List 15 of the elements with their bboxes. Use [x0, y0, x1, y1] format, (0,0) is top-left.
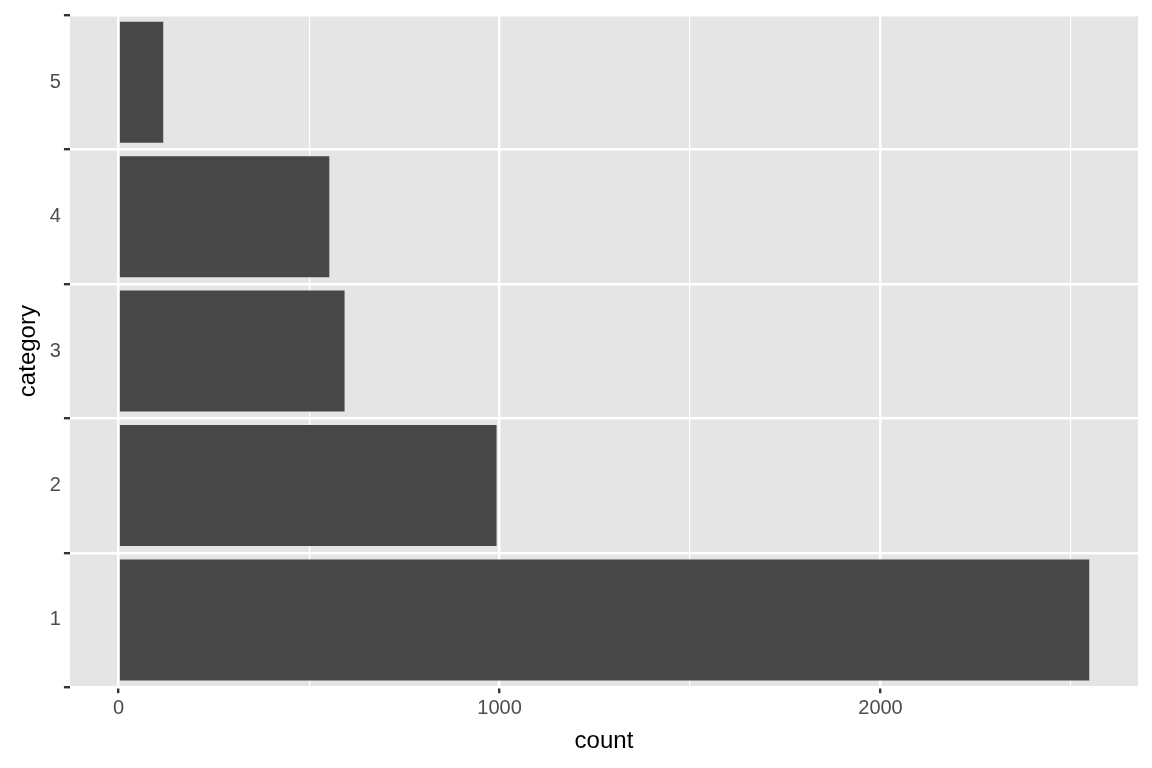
y-tick-label: 3: [49, 338, 61, 361]
y-tick-label: 4: [49, 204, 61, 227]
x-tick-label: 0: [113, 695, 125, 718]
bar: [119, 156, 330, 278]
bar: [119, 425, 497, 547]
bar: [119, 21, 164, 143]
x-axis-title: count: [574, 726, 634, 754]
bar: [119, 290, 345, 412]
x-tick-label: 2000: [858, 695, 903, 718]
y-axis-title: category: [13, 305, 41, 398]
y-tick-label: 5: [49, 69, 61, 92]
x-tick-label: 1000: [477, 695, 522, 718]
y-tick-label: 2: [49, 473, 61, 496]
y-tick-label: 1: [49, 607, 61, 630]
bar: [119, 559, 1090, 681]
